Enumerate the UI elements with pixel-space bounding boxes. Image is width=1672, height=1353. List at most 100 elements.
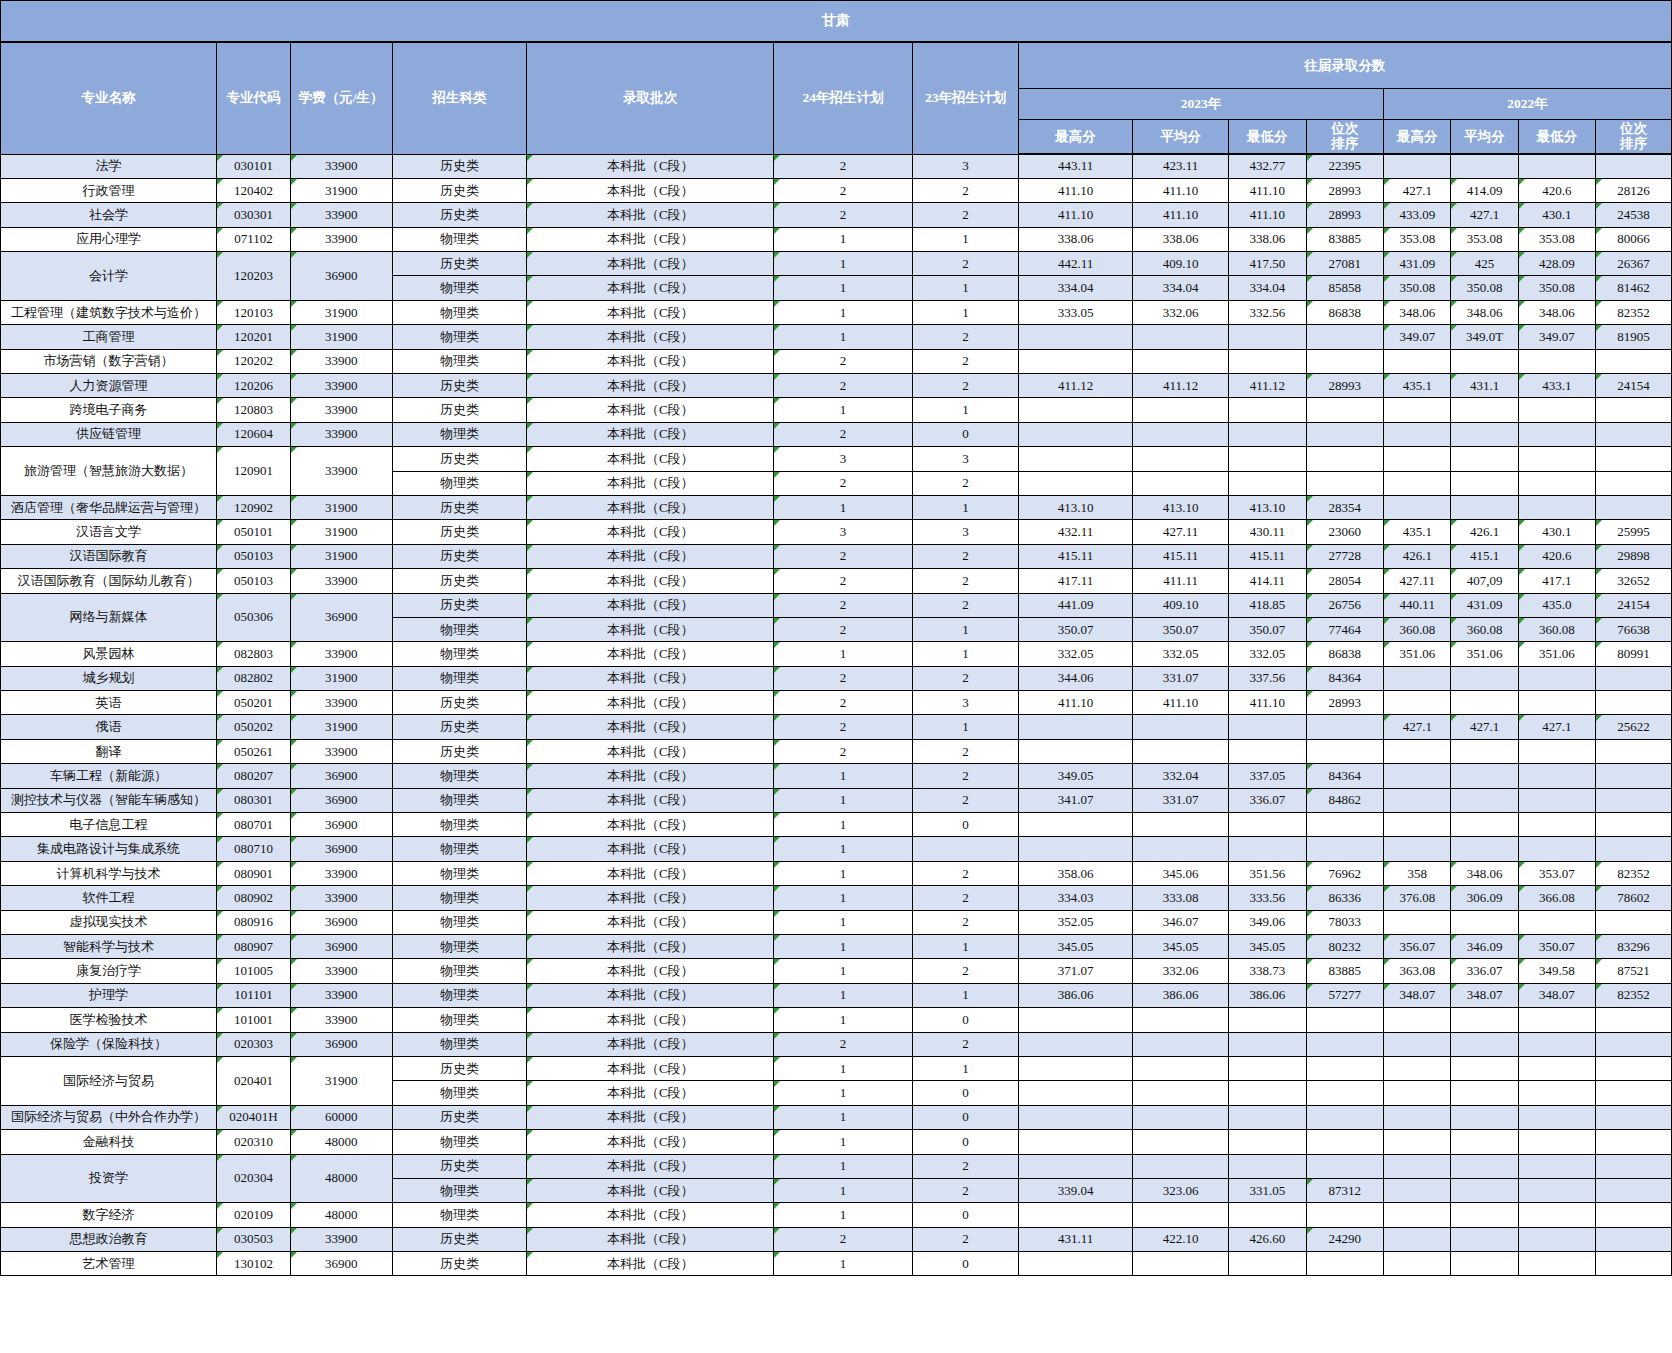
- cell-2023-high: [1018, 837, 1132, 861]
- cell-2023-avg: 334.04: [1133, 276, 1229, 300]
- table-row: 保险学（保险科技）02030336900物理类本科批（C段）22: [1, 1032, 1672, 1056]
- cell-2022-low: [1518, 1252, 1596, 1276]
- cell-plan23: 2: [912, 569, 1018, 593]
- cell-2022-avg: 348.06: [1451, 300, 1518, 324]
- cell-2023-high: 441.09: [1018, 593, 1132, 617]
- cell-2023-low: [1229, 1203, 1307, 1227]
- cell-2022-high: [1384, 1008, 1451, 1032]
- cell-2023-rank: [1306, 422, 1384, 446]
- table-row: 康复治疗学10100533900物理类本科批（C段）12371.07332.06…: [1, 959, 1672, 983]
- cell-major-name: 智能科学与技术: [1, 935, 217, 959]
- cell-major-name: 应用心理学: [1, 227, 217, 251]
- table-row: 国际经济与贸易（中外合作办学）020401H60000历史类本科批（C段）10: [1, 1105, 1672, 1129]
- cell-2022-low: [1518, 666, 1596, 690]
- cell-plan24: 1: [774, 764, 913, 788]
- cell-2023-avg: 331.07: [1133, 788, 1229, 812]
- cell-2023-low: 349.06: [1229, 910, 1307, 934]
- cell-2022-rank: [1596, 1203, 1672, 1227]
- cell-2023-rank: [1306, 349, 1384, 373]
- cell-2023-avg: 332.06: [1133, 959, 1229, 983]
- cell-major-code: 120902: [217, 495, 290, 519]
- cell-2023-rank: [1306, 1032, 1384, 1056]
- cell-batch: 本科批（C段）: [527, 1178, 774, 1202]
- cell-2023-high: [1018, 1154, 1132, 1178]
- cell-batch: 本科批（C段）: [527, 837, 774, 861]
- cell-2022-avg: 306.09: [1451, 886, 1518, 910]
- cell-2023-low: 337.05: [1229, 764, 1307, 788]
- cell-plan24: 3: [774, 447, 913, 471]
- cell-2022-avg: [1451, 813, 1518, 837]
- cell-major-code: 130102: [217, 1252, 290, 1276]
- cell-2023-low: [1229, 715, 1307, 739]
- cell-2023-low: [1229, 813, 1307, 837]
- cell-2022-high: 435.1: [1384, 374, 1451, 398]
- table-row: 工程管理（建筑数字技术与造价）12010331900物理类本科批（C段）1133…: [1, 300, 1672, 324]
- cell-2022-high: 363.08: [1384, 959, 1451, 983]
- cell-plan24: 2: [774, 617, 913, 641]
- table-row: 汉语国际教育05010331900历史类本科批（C段）22415.11415.1…: [1, 544, 1672, 568]
- cell-2023-low: 426.60: [1229, 1227, 1307, 1251]
- cell-2022-rank: [1596, 691, 1672, 715]
- cell-major-code: 080916: [217, 910, 290, 934]
- cell-2023-avg: 332.04: [1133, 764, 1229, 788]
- table-row: 网络与新媒体05030636900历史类本科批（C段）22441.09409.1…: [1, 593, 1672, 617]
- cell-batch: 本科批（C段）: [527, 813, 774, 837]
- cell-major-code: 050306: [217, 593, 290, 642]
- cell-2022-low: [1518, 447, 1596, 471]
- cell-2022-low: [1518, 1008, 1596, 1032]
- cell-plan23: [912, 837, 1018, 861]
- cell-2022-high: 358: [1384, 861, 1451, 885]
- cell-plan24: 2: [774, 1227, 913, 1251]
- cell-2023-avg: [1133, 1056, 1229, 1080]
- cell-plan23: 2: [912, 374, 1018, 398]
- cell-batch: 本科批（C段）: [527, 1008, 774, 1032]
- cell-2022-avg: 336.07: [1451, 959, 1518, 983]
- cell-2022-high: [1384, 1252, 1451, 1276]
- cell-major-code: 080701: [217, 813, 290, 837]
- cell-2022-rank: [1596, 910, 1672, 934]
- cell-2022-rank: [1596, 1130, 1672, 1154]
- cell-2022-low: 433.1: [1518, 374, 1596, 398]
- cell-2022-rank: 24154: [1596, 374, 1672, 398]
- cell-2023-low: 334.04: [1229, 276, 1307, 300]
- cell-2022-high: 351.06: [1384, 642, 1451, 666]
- cell-2023-low: [1229, 1252, 1307, 1276]
- cell-2022-avg: [1451, 1252, 1518, 1276]
- cell-2023-high: 341.07: [1018, 788, 1132, 812]
- cell-2022-high: [1384, 910, 1451, 934]
- cell-2022-rank: [1596, 1178, 1672, 1202]
- cell-plan24: 2: [774, 544, 913, 568]
- cell-batch: 本科批（C段）: [527, 227, 774, 251]
- cell-fee: 33900: [290, 983, 392, 1007]
- cell-plan23: 2: [912, 910, 1018, 934]
- cell-plan23: 1: [912, 227, 1018, 251]
- cell-2023-rank: 28993: [1306, 374, 1384, 398]
- cell-2022-low: 420.6: [1518, 178, 1596, 202]
- cell-2022-rank: [1596, 495, 1672, 519]
- cell-fee: 33900: [290, 959, 392, 983]
- cell-plan24: 1: [774, 1252, 913, 1276]
- cell-batch: 本科批（C段）: [527, 495, 774, 519]
- cell-2022-rank: [1596, 788, 1672, 812]
- cell-plan24: 2: [774, 1032, 913, 1056]
- cell-2023-avg: 411.12: [1133, 374, 1229, 398]
- cell-2022-low: 348.06: [1518, 300, 1596, 324]
- cell-2022-high: 427.1: [1384, 715, 1451, 739]
- table-row: 智能科学与技术08090736900物理类本科批（C段）11345.05345.…: [1, 935, 1672, 959]
- cell-fee: 31900: [290, 1056, 392, 1105]
- cell-2023-avg: 411.11: [1133, 569, 1229, 593]
- cell-major-name: 翻译: [1, 739, 217, 763]
- cell-major-name: 思想政治教育: [1, 1227, 217, 1251]
- province-title: 甘肃: [1, 1, 1672, 43]
- cell-2023-low: 350.07: [1229, 617, 1307, 641]
- cell-2022-rank: 87521: [1596, 959, 1672, 983]
- cell-2023-rank: 28054: [1306, 569, 1384, 593]
- cell-category: 历史类: [392, 1056, 527, 1080]
- cell-2022-rank: [1596, 1105, 1672, 1129]
- cell-2023-high: 344.06: [1018, 666, 1132, 690]
- cell-major-name: 医学检验技术: [1, 1008, 217, 1032]
- cell-2023-avg: 345.05: [1133, 935, 1229, 959]
- cell-2022-rank: [1596, 739, 1672, 763]
- cell-2022-avg: [1451, 1227, 1518, 1251]
- cell-plan23: 1: [912, 276, 1018, 300]
